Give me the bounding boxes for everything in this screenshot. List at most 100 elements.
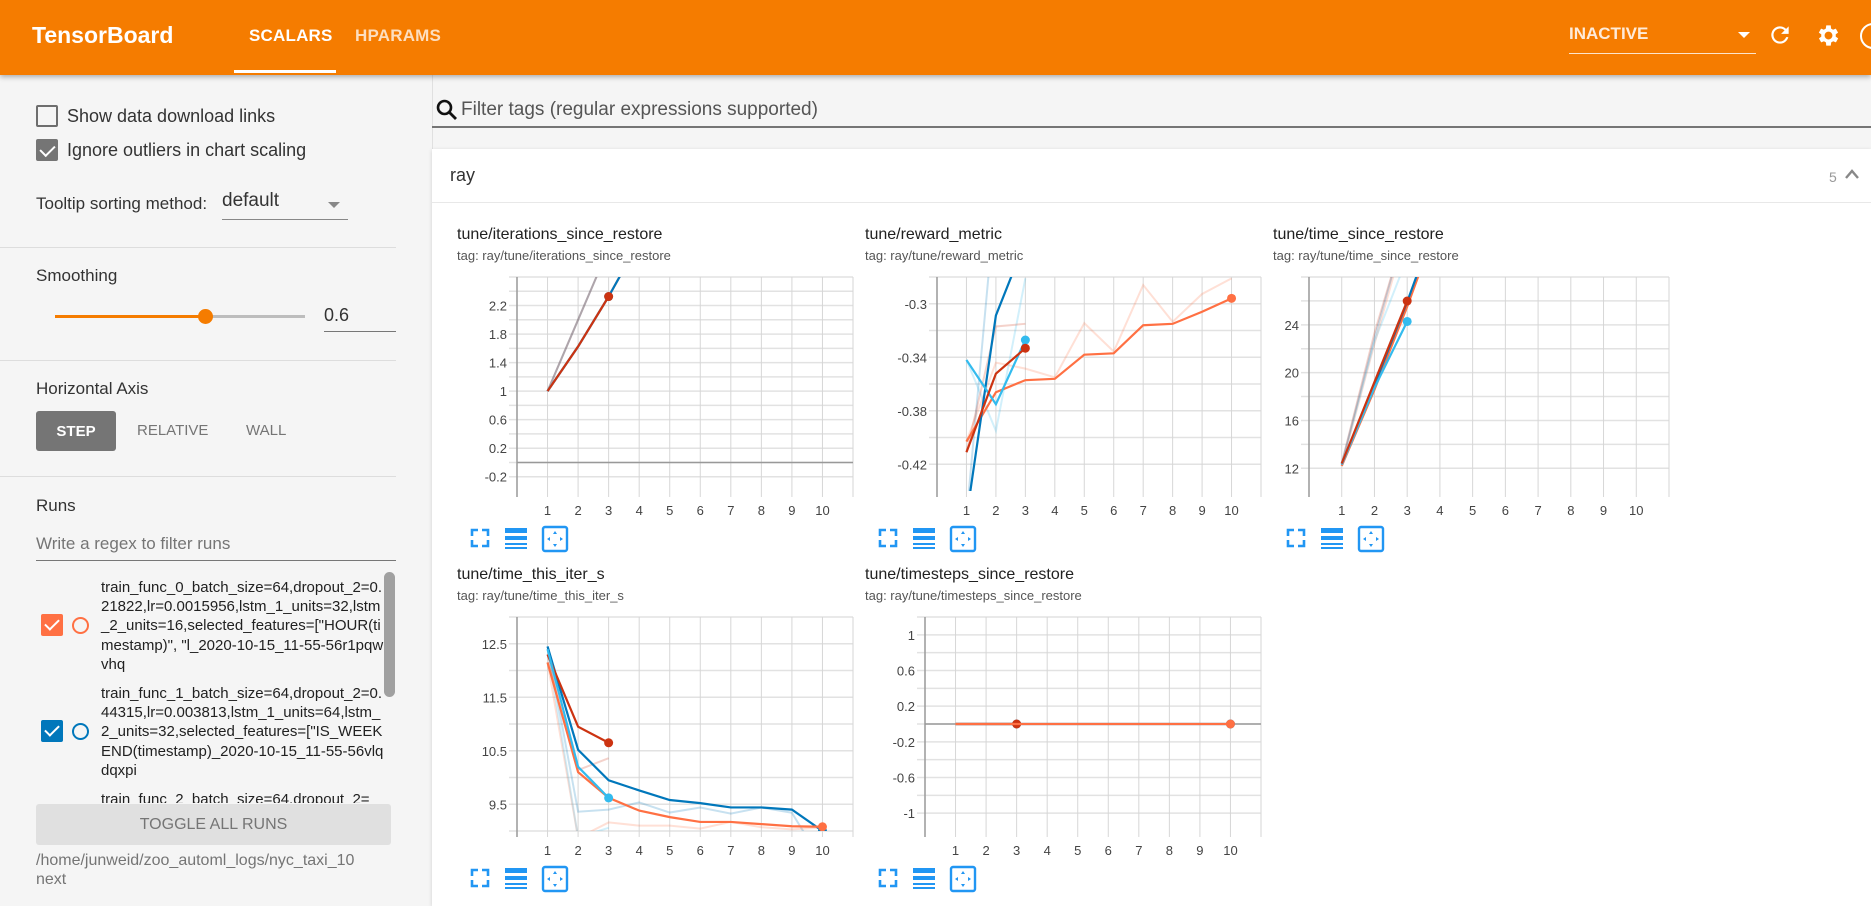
run-checkbox[interactable]	[41, 720, 63, 742]
fullscreen-icon[interactable]	[875, 525, 911, 551]
x-tick-label: 8	[1567, 503, 1574, 518]
x-tick-label: 6	[697, 843, 704, 858]
tooltip-sorting-dropdown[interactable]: default	[222, 190, 348, 220]
chart-plot[interactable]: 2.2 1.8 1.4 1 0.6 0.2 -0.2 1 2 3 4 5 6 7 8 9 10	[457, 226, 877, 521]
x-tick-label: 3	[605, 843, 612, 858]
raw-series-line	[965, 278, 1027, 435]
y-tick-label: -0.6	[893, 771, 915, 786]
toggle-log-scale-icon[interactable]	[503, 865, 541, 891]
toggle-log-scale-icon[interactable]	[503, 525, 541, 551]
smoothed-series-line[interactable]	[1340, 226, 1637, 467]
toggle-log-scale-icon[interactable]	[911, 525, 949, 551]
y-tick-label: -0.2	[485, 470, 507, 485]
fullscreen-icon[interactable]	[467, 525, 503, 551]
chart-plot[interactable]: -0.3 -0.34 -0.38 -0.42 1 2 3 4 5 6 7 8 9 10	[865, 226, 1285, 521]
y-tick-label: 1	[500, 384, 507, 399]
refresh-icon[interactable]	[1767, 22, 1793, 53]
toggle-log-scale-icon[interactable]	[911, 865, 949, 891]
x-tick-label: 5	[666, 843, 673, 858]
fullscreen-icon[interactable]	[467, 865, 503, 891]
plugin-selector-value: INACTIVE	[1569, 24, 1649, 43]
chart-plot[interactable]: 12.5 11.5 10.5 9.5 1 2 3 4 5 6 7 8 9 10	[457, 566, 877, 861]
smoothing-value-input[interactable]: 0.6	[324, 305, 396, 332]
x-tick-label: 4	[1044, 843, 1051, 858]
run-name: train_func_1_batch_size=64,dropout_2=0.4…	[101, 685, 384, 779]
search-icon	[436, 99, 458, 126]
settings-gear-icon[interactable]	[1815, 22, 1842, 54]
run-color-swatch[interactable]	[72, 723, 89, 740]
fullscreen-icon[interactable]	[1283, 525, 1319, 551]
smoothed-series-line[interactable]	[965, 339, 1027, 407]
smoothed-series-line[interactable]	[546, 295, 610, 392]
ignore-outliers-label[interactable]: Ignore outliers in chart scaling	[67, 140, 307, 160]
smoothing-slider-thumb[interactable]	[198, 309, 213, 324]
raw-series-line	[546, 662, 823, 831]
smoothed-series-line[interactable]	[546, 226, 823, 392]
x-tick-label: 3	[1013, 843, 1020, 858]
divider	[0, 476, 396, 477]
toggle-log-scale-icon[interactable]	[1319, 525, 1357, 551]
x-tick-label: 5	[1074, 843, 1081, 858]
toggle-all-runs-button[interactable]: TOGGLE ALL RUNS	[36, 804, 391, 845]
fit-domain-icon[interactable]	[541, 865, 571, 893]
run-name: train_func_2_batch_size=64,dropout_2=	[101, 791, 370, 803]
chart-plot[interactable]: 1 0.6 0.2 -0.2 -0.6 -1 1 2 3 4 5 6 7 8 9 10	[865, 566, 1285, 861]
y-tick-label: -0.34	[897, 350, 927, 365]
x-tick-label: 6	[1502, 503, 1509, 518]
run-color-swatch[interactable]	[72, 617, 89, 634]
smoothed-series-line[interactable]	[546, 226, 823, 392]
filter-tags-input[interactable]: Filter tags (regular expressions support…	[461, 99, 818, 120]
tab-scalars[interactable]: SCALARS	[249, 26, 333, 45]
x-tick-label: 10	[1224, 503, 1238, 518]
chart-tag: tag: ray/tune/timesteps_since_restore	[865, 588, 1082, 603]
smoothed-series-line[interactable]	[1340, 300, 1409, 464]
top-app-bar: TensorBoard SCALARS HPARAMS INACTIVE	[0, 0, 1871, 75]
tag-group-header[interactable]: ray 5	[432, 149, 1871, 203]
x-tick-label: 10	[1223, 843, 1237, 858]
smoothed-series-line[interactable]	[965, 297, 1233, 443]
runs-scrollbar[interactable]	[384, 572, 395, 697]
smoothing-slider-track[interactable]	[55, 309, 305, 324]
scalar-chart-card: tune/time_since_restore tag: ray/tune/ti…	[1273, 226, 1693, 556]
show-download-links-checkbox[interactable]	[36, 105, 58, 127]
fit-domain-icon[interactable]	[949, 865, 979, 893]
dropdown-caret-icon	[328, 202, 340, 208]
smoothed-series-line[interactable]	[966, 226, 1231, 518]
series-end-point	[604, 738, 614, 748]
plugin-selector-dropdown[interactable]: INACTIVE	[1569, 24, 1756, 54]
chart-tag: tag: ray/tune/reward_metric	[865, 248, 1024, 263]
fit-domain-icon[interactable]	[541, 525, 571, 553]
run-checkbox[interactable]	[41, 614, 63, 636]
scalar-chart-card: tune/time_this_iter_s tag: ray/tune/time…	[457, 566, 877, 896]
smoothed-series-line[interactable]	[546, 662, 823, 828]
smoothed-series-line[interactable]	[546, 654, 610, 744]
axis-wall-button[interactable]: WALL	[246, 422, 287, 439]
chart-title: tune/time_since_restore	[1273, 226, 1444, 243]
axis-step-button[interactable]: STEP	[36, 411, 116, 451]
tag-group-card: ray 5	[432, 149, 1871, 906]
smoothing-label: Smoothing	[36, 266, 118, 285]
raw-series-line	[546, 277, 598, 392]
help-icon[interactable]	[1860, 23, 1871, 49]
show-download-links-label[interactable]: Show data download links	[67, 106, 276, 126]
series-end-point	[1225, 719, 1235, 729]
chevron-up-icon[interactable]	[1844, 167, 1860, 186]
smoothed-series-line[interactable]	[546, 648, 610, 799]
axis-relative-button[interactable]: RELATIVE	[137, 422, 209, 439]
runs-filter-input[interactable]: Write a regex to filter runs	[36, 534, 396, 561]
tab-hparams[interactable]: HPARAMS	[355, 26, 442, 45]
ignore-outliers-checkbox[interactable]	[36, 139, 58, 161]
series-end-point	[604, 292, 614, 302]
horizontal-axis-label: Horizontal Axis	[36, 379, 149, 398]
fit-domain-icon[interactable]	[949, 525, 979, 553]
smoothed-series-line[interactable]	[965, 347, 1027, 453]
chart-title: tune/time_this_iter_s	[457, 566, 605, 583]
filter-tags-underline	[432, 126, 1871, 128]
fit-domain-icon[interactable]	[1357, 525, 1387, 553]
raw-series-line	[1340, 277, 1393, 464]
smoothed-series-line[interactable]	[1340, 226, 1637, 464]
x-tick-label: 1	[544, 843, 551, 858]
smoothed-series-line[interactable]	[546, 646, 824, 831]
fullscreen-icon[interactable]	[875, 865, 911, 891]
